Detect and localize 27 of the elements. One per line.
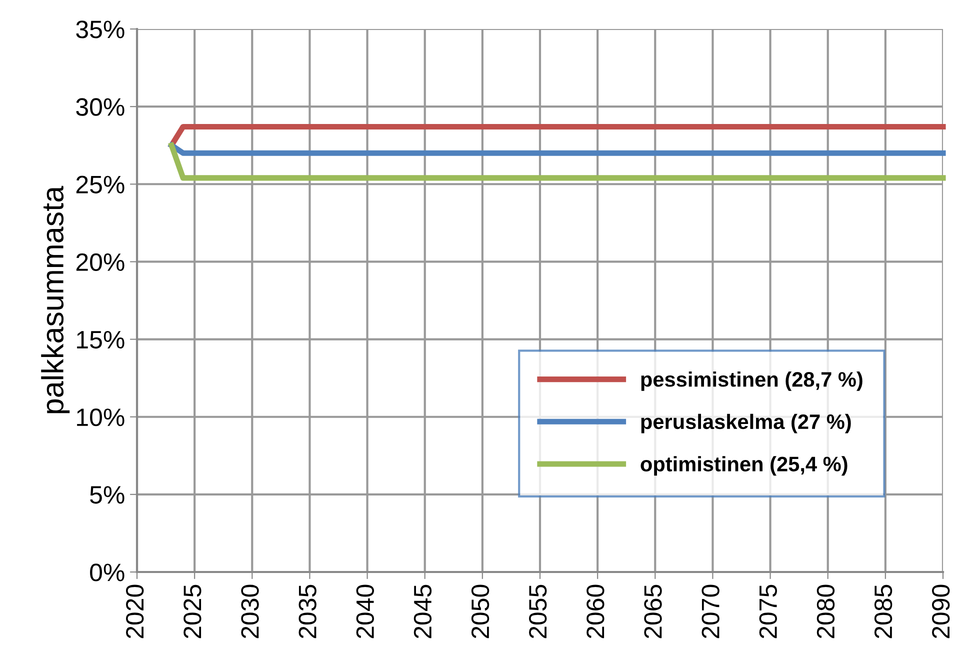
x-tick-label: 2090 — [932, 584, 950, 638]
y-tick-label: 35% — [76, 20, 124, 38]
x-tick-label: 2065 — [644, 584, 662, 638]
x-tick-label: 2035 — [298, 584, 316, 638]
y-tick-label: 15% — [77, 330, 124, 349]
x-tick-label: 2025 — [184, 584, 202, 638]
legend-label: pessimistinen (28,7 %) — [641, 371, 862, 391]
x-tick-label: 2040 — [356, 584, 374, 638]
x-tick-label: 2070 — [702, 584, 720, 638]
x-tick-label: 2020 — [126, 584, 144, 638]
legend-label: optimistinen (25,4 %) — [640, 456, 848, 476]
y-tick-label: 25% — [76, 176, 124, 194]
x-tick-label: 2060 — [586, 584, 604, 638]
y-axis-title: palkkasummasta — [41, 186, 70, 414]
legend-label: peruslaskelma (27 %) — [641, 414, 851, 434]
x-tick-label: 2075 — [759, 584, 777, 638]
x-tick-label: 2055 — [529, 584, 547, 638]
x-tick-label: 2030 — [241, 584, 259, 638]
y-tick-label: 0% — [90, 564, 124, 582]
x-tick-label: 2045 — [414, 584, 432, 638]
y-tick-label: 30% — [76, 98, 124, 116]
x-tick-label: 2080 — [816, 584, 835, 638]
y-tick-label: 5% — [90, 486, 124, 504]
x-tick-label: 2050 — [471, 584, 490, 638]
y-tick-label: 20% — [76, 253, 124, 272]
x-tick-label: 2085 — [874, 584, 892, 638]
y-tick-label: 10% — [77, 408, 124, 426]
